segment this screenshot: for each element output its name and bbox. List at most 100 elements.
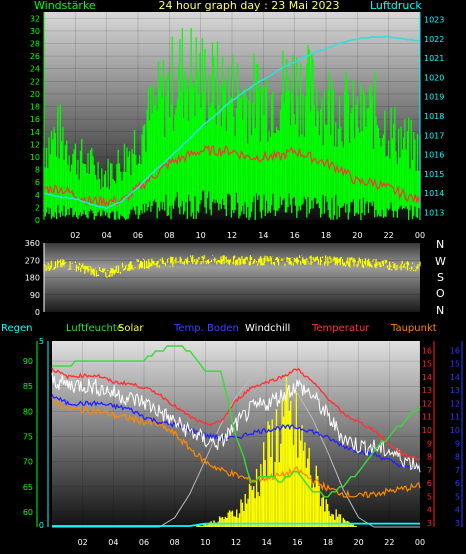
x-tick-label: 02 xyxy=(78,538,88,547)
wind-tick-label: 12 xyxy=(30,140,40,149)
pressure-tick-label: 1016 xyxy=(424,151,444,160)
dewpoint-line xyxy=(51,396,421,499)
direction-label-s: S xyxy=(437,271,444,284)
legend-rain: Regen xyxy=(1,323,33,334)
legend-temperature: Temperatur xyxy=(311,323,370,334)
mean-wind-line xyxy=(43,144,421,208)
humidity-line xyxy=(52,345,421,498)
wind-tick-label: 4 xyxy=(35,191,40,200)
wind-tick-label: 14 xyxy=(30,128,40,137)
x-tick-label: 14 xyxy=(262,538,272,547)
humidity-tick-label: 90 xyxy=(23,357,33,366)
pressure-axis-title: Luftdruck xyxy=(370,0,422,12)
rain-line xyxy=(52,522,420,527)
wind-tick-label: 28 xyxy=(30,40,40,49)
pressure-tick-label: 1023 xyxy=(424,16,444,25)
soil-tick-label: 9 xyxy=(455,439,460,448)
temp-tick-label: 10 xyxy=(422,426,432,435)
pressure-tick-label: 1015 xyxy=(424,170,444,179)
x-tick-label: 06 xyxy=(139,538,149,547)
temp-tick-label: 11 xyxy=(422,413,432,422)
soil-tick-label: 12 xyxy=(450,399,460,408)
wind-tick-label: 24 xyxy=(30,65,40,74)
humidity-tick-label: 70 xyxy=(23,458,33,467)
direction-tick-label: 270 xyxy=(25,256,40,265)
soil-tick-label: 7 xyxy=(455,466,460,475)
x-tick-label: 16 xyxy=(290,231,300,240)
soil-tick-label: 14 xyxy=(450,373,460,382)
x-tick-label: 22 xyxy=(384,538,394,547)
wind-tick-label: 16 xyxy=(30,115,40,124)
direction-series xyxy=(43,255,421,278)
pressure-tick-label: 1021 xyxy=(424,54,444,63)
direction-label-n1: N xyxy=(436,238,444,251)
pressure-tick-label: 1018 xyxy=(424,112,444,121)
temp-tick-label: 3 xyxy=(427,519,432,528)
x-tick-label: 14 xyxy=(258,231,268,240)
solar-area xyxy=(196,376,357,527)
pressure-tick-label: 1014 xyxy=(424,189,444,198)
wind-tick-label: 32 xyxy=(30,14,40,23)
wind-tick-label: 30 xyxy=(30,27,40,36)
soil-tick-label: 3 xyxy=(455,519,460,528)
temp-tick-label: 8 xyxy=(427,453,432,462)
pressure-tick-label: 1017 xyxy=(424,131,444,140)
x-tick-label: 08 xyxy=(170,538,180,547)
temp-tick-label: 14 xyxy=(422,373,432,382)
direction-tick-label: 180 xyxy=(25,274,40,283)
humidity-tick-label: 75 xyxy=(23,433,33,442)
temp-tick-label: 6 xyxy=(427,479,432,488)
pressure-tick-label: 1013 xyxy=(424,208,444,217)
x-tick-label: 12 xyxy=(227,231,237,240)
pressure-tick-label: 1022 xyxy=(424,35,444,44)
rain-tick-label: 0 xyxy=(39,521,44,530)
temp-tick-label: 4 xyxy=(427,506,432,515)
direction-tick-label: 90 xyxy=(30,291,40,300)
humidity-tick-label: 60 xyxy=(23,508,33,517)
climate-series xyxy=(51,345,421,528)
x-tick-label: 00 xyxy=(415,231,425,240)
x-tick-label: 00 xyxy=(415,538,425,547)
windchill-line xyxy=(51,372,421,473)
legend-dewpoint: Taupunkt xyxy=(390,323,437,334)
direction-label-n2: N xyxy=(436,304,444,317)
wind-tick-label: 8 xyxy=(35,166,40,175)
x-tick-label: 20 xyxy=(352,231,362,240)
x-tick-label: 06 xyxy=(133,231,143,240)
temp-tick-label: 15 xyxy=(422,360,432,369)
wind-pressure-axes: 0246810121416182022242628303210131014101… xyxy=(30,12,444,240)
x-tick-label: 04 xyxy=(108,538,118,547)
temp-tick-label: 13 xyxy=(422,386,432,395)
humidity-tick-label: 80 xyxy=(23,407,33,416)
soil-tick-label: 16 xyxy=(450,346,460,355)
climate-axes: 60 65 70 75 80 85 90 5 0 3 4 5 6 7 8 9 10 11 12 13 14 15 16 3 4 5… xyxy=(23,337,463,547)
soil-tick-label: 4 xyxy=(455,506,460,515)
direction-tick-label: 0 xyxy=(35,308,40,317)
wind-pressure-series xyxy=(43,35,421,210)
direction-label-o: O xyxy=(436,287,445,300)
direction-axes: 0 90 180 270 360 xyxy=(25,239,45,317)
x-tick-label: 02 xyxy=(70,231,80,240)
wind-tick-label: 10 xyxy=(30,153,40,162)
humidity-tick-label: 85 xyxy=(23,382,33,391)
temp-tick-label: 9 xyxy=(427,439,432,448)
x-tick-label: 08 xyxy=(164,231,174,240)
soil-tick-label: 10 xyxy=(450,426,460,435)
pressure-tick-label: 1020 xyxy=(424,73,444,82)
soil-tick-label: 5 xyxy=(455,492,460,501)
chart-title: 24 hour graph day : 23 Mai 2023 xyxy=(158,0,339,12)
temp-tick-label: 5 xyxy=(427,492,432,501)
x-tick-label: 04 xyxy=(102,231,112,240)
legend-humidity: Luftfeuchte xyxy=(66,323,123,334)
temperature-line xyxy=(51,367,420,461)
x-tick-label: 12 xyxy=(231,538,241,547)
legend-soil-temp: Temp. Boden xyxy=(173,323,239,334)
solar-max-line xyxy=(52,373,420,528)
pressure-line xyxy=(43,35,421,210)
temp-tick-label: 16 xyxy=(422,346,432,355)
soil-tick-label: 15 xyxy=(450,360,460,369)
wind-tick-label: 0 xyxy=(35,216,40,225)
wind-axis-title: Windstärke xyxy=(34,0,96,12)
wind-tick-label: 18 xyxy=(30,103,40,112)
wind-tick-label: 6 xyxy=(35,178,40,187)
